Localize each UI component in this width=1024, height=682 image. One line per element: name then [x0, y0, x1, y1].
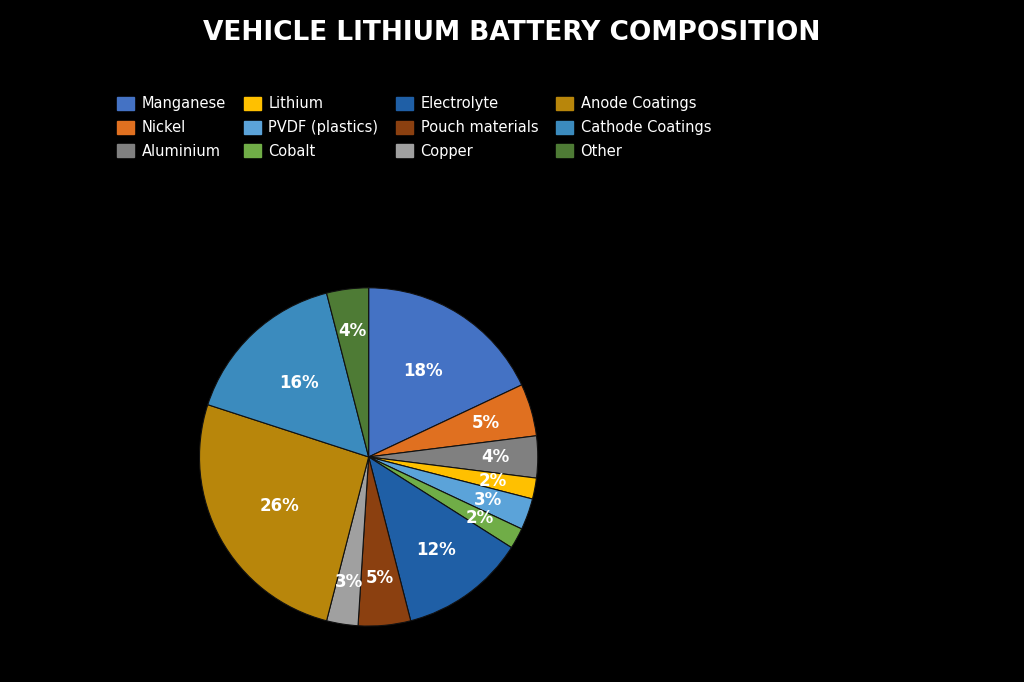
Text: VEHICLE LITHIUM BATTERY COMPOSITION: VEHICLE LITHIUM BATTERY COMPOSITION — [204, 20, 820, 46]
Wedge shape — [200, 404, 369, 621]
Text: 5%: 5% — [366, 569, 394, 587]
Wedge shape — [327, 288, 369, 457]
Wedge shape — [369, 288, 521, 457]
Wedge shape — [208, 293, 369, 457]
Wedge shape — [327, 457, 369, 626]
Text: 4%: 4% — [481, 448, 510, 466]
Wedge shape — [369, 385, 537, 457]
Text: 3%: 3% — [335, 574, 362, 591]
Legend: Manganese, Nickel, Aluminium, Lithium, PVDF (plastics), Cobalt, Electrolyte, Pou: Manganese, Nickel, Aluminium, Lithium, P… — [110, 89, 718, 166]
Text: 18%: 18% — [403, 362, 442, 381]
Wedge shape — [369, 457, 521, 548]
Text: 12%: 12% — [417, 541, 456, 559]
Text: 2%: 2% — [479, 472, 507, 490]
Text: 5%: 5% — [471, 414, 500, 432]
Wedge shape — [369, 436, 538, 478]
Text: 16%: 16% — [280, 374, 319, 392]
Wedge shape — [369, 457, 532, 529]
Wedge shape — [369, 457, 537, 499]
Wedge shape — [369, 457, 511, 621]
Text: 3%: 3% — [474, 491, 502, 509]
Text: 2%: 2% — [466, 509, 494, 527]
Wedge shape — [358, 457, 411, 626]
Text: 4%: 4% — [339, 322, 367, 340]
Text: 26%: 26% — [260, 496, 300, 515]
